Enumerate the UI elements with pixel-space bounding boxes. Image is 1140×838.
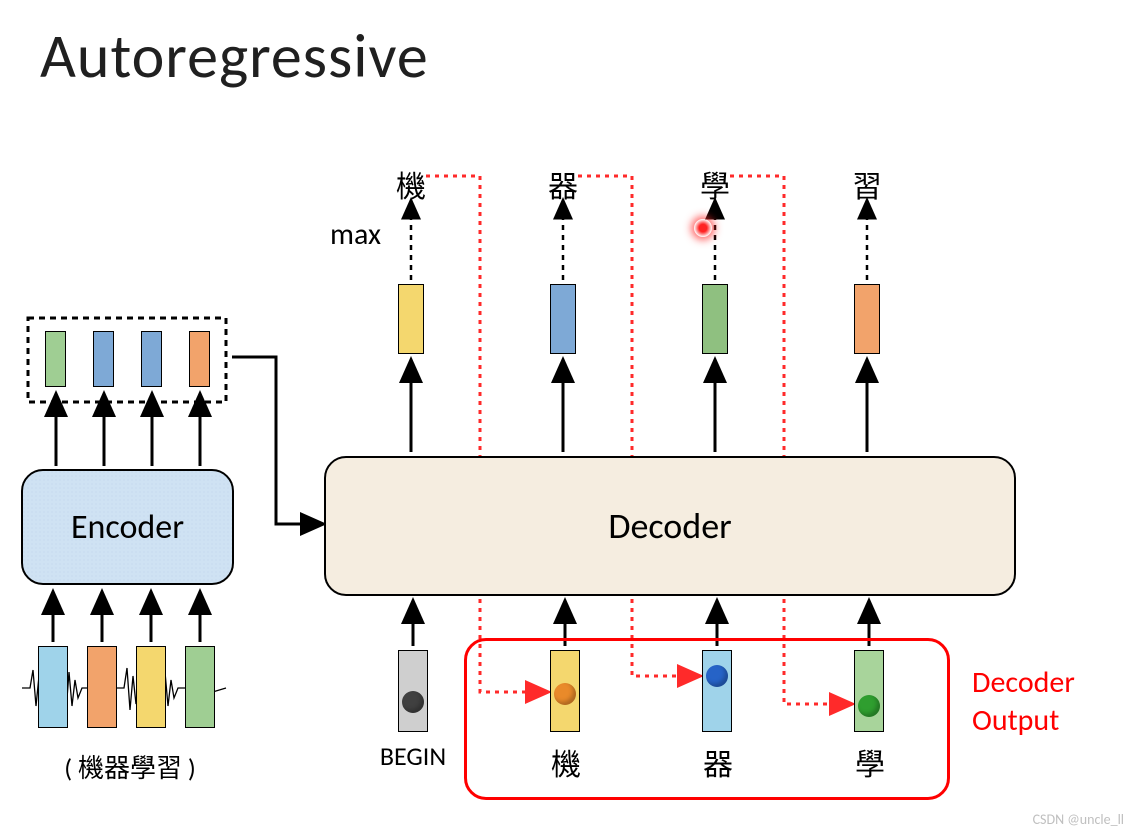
encoder-in-bar — [38, 646, 68, 728]
input-token-label: BEGIN — [368, 740, 458, 772]
decoder-block: Decoder — [324, 456, 1016, 596]
decoder-output-group — [464, 638, 950, 800]
decoder-out-bar — [550, 284, 576, 354]
decoder-out-bar — [702, 284, 728, 354]
decoder-out-bar — [854, 284, 880, 354]
encoder-out-bar — [189, 331, 210, 387]
output-token: 習 — [840, 162, 894, 206]
encoder-in-bar — [136, 646, 166, 728]
decoder-out-bar — [398, 284, 424, 354]
max-label: max — [330, 216, 381, 253]
output-token: 機 — [384, 162, 438, 206]
encoder-block: Encoder — [21, 469, 234, 585]
decoder-label: Decoder — [608, 504, 731, 548]
token-dot — [402, 691, 424, 713]
encoder-out-bar — [93, 331, 114, 387]
decoder-in-bar-begin — [398, 650, 428, 732]
encoder-in-bar — [87, 646, 117, 728]
output-token: 器 — [536, 162, 590, 206]
watermark-credit: CSDN @uncle_ll — [1033, 811, 1124, 828]
encoder-out-bar — [45, 331, 66, 387]
decoder-output-label: Decoder Output — [972, 664, 1075, 739]
encoder-in-bar — [185, 646, 215, 728]
laser-pointer-icon — [694, 219, 712, 237]
page-title: Autoregressive — [40, 18, 429, 94]
output-token: 學 — [688, 162, 742, 206]
encoder-input-caption: ( 機器學習 ) — [20, 748, 240, 785]
encoder-label: Encoder — [71, 507, 184, 548]
encoder-out-bar — [141, 331, 162, 387]
